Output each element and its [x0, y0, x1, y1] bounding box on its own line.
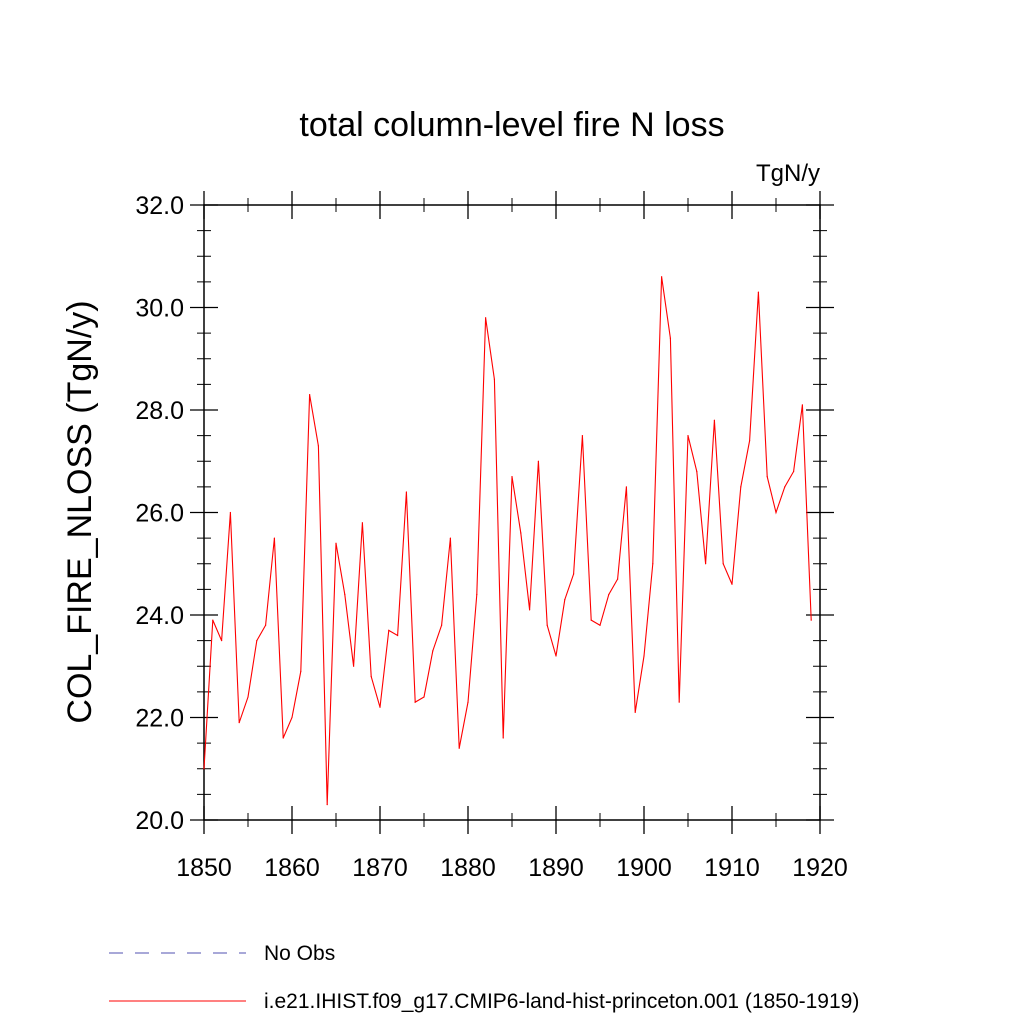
data-point: [221, 640, 223, 642]
data-point: [564, 599, 566, 601]
y-tick-label: 22.0: [135, 705, 184, 733]
data-point: [793, 470, 795, 473]
x-tick-label: 1860: [264, 854, 320, 882]
data-point: [537, 460, 540, 462]
x-tick-label: 1870: [352, 854, 408, 882]
data-point: [661, 276, 663, 278]
data-point: [731, 583, 733, 585]
series-layer: [203, 276, 812, 806]
data-point: [300, 670, 302, 672]
data-point: [696, 470, 698, 473]
data-point: [801, 404, 804, 406]
legend-label-model-run: i.e21.IHIST.f09_g17.CMIP6-land-hist-prin…: [264, 990, 859, 1013]
data-point: [344, 593, 346, 596]
x-tick-label: 1900: [616, 854, 672, 882]
data-point: [309, 394, 311, 396]
x-tick-label: 1890: [528, 854, 584, 882]
y-tick-label: 24.0: [135, 602, 184, 630]
y-tick-label: 32.0: [135, 192, 184, 220]
tick-labels: 20.0 22.0 24.0 26.0 28.0 30.0 32.0 1850 1860 1870…: [135, 192, 847, 882]
data-point: [423, 696, 425, 698]
data-point: [265, 624, 267, 626]
data-point: [361, 522, 363, 524]
data-point: [467, 701, 469, 703]
data-point: [810, 619, 812, 621]
data-point: [379, 706, 381, 708]
data-point: [669, 337, 672, 339]
chart-title: total column-level fire N loss: [299, 106, 724, 144]
data-point: [687, 435, 689, 437]
data-point: [599, 624, 601, 626]
data-point: [238, 722, 240, 724]
data-point: [573, 573, 575, 575]
data-point: [520, 532, 522, 534]
data-point: [458, 747, 460, 749]
y-tick-label: 20.0: [135, 807, 184, 835]
data-point: [652, 563, 654, 565]
data-point: [476, 593, 478, 596]
data-point: [247, 696, 249, 698]
units-label: TgN/y: [756, 160, 820, 187]
legend: No Obs i.e21.IHIST.f09_g17.CMIP6-land-hi…: [109, 942, 859, 1013]
data-point: [634, 711, 636, 713]
data-point: [511, 476, 513, 478]
data-point: [414, 701, 416, 703]
data-point: [441, 624, 443, 626]
x-tick-label: 1850: [176, 854, 232, 882]
data-point: [212, 619, 214, 621]
data-point: [370, 675, 372, 678]
data-point: [713, 419, 716, 421]
data-point: [581, 435, 584, 437]
x-tick-label: 1920: [792, 854, 848, 882]
data-point: [749, 440, 751, 442]
data-point: [529, 609, 531, 611]
data-point: [590, 619, 592, 621]
data-point: [740, 486, 742, 488]
plot-frame: [203, 204, 821, 821]
data-point: [326, 804, 328, 806]
y-tick-label: 30.0: [135, 295, 184, 323]
data-point: [625, 486, 628, 488]
data-point: [353, 665, 355, 667]
data-point: [722, 563, 724, 565]
data-point: [766, 476, 768, 478]
data-point: [291, 716, 293, 719]
series-line-1: [203, 276, 812, 805]
y-tick-label: 26.0: [135, 500, 184, 528]
data-point: [555, 655, 557, 657]
data-point: [608, 593, 610, 596]
data-point: [388, 629, 390, 631]
data-point: [757, 291, 760, 293]
data-point: [282, 737, 284, 739]
data-point: [405, 491, 407, 493]
legend-label-no-obs: No Obs: [264, 942, 335, 965]
data-point: [617, 578, 619, 580]
data-point: [273, 537, 275, 539]
x-tick-label: 1880: [440, 854, 496, 882]
data-point: [678, 701, 680, 703]
y-axis-label: COL_FIRE_NLOSS (TgN/y): [61, 300, 99, 723]
data-point: [317, 445, 319, 447]
data-point: [397, 634, 399, 637]
data-point: [784, 486, 786, 488]
x-tick-label: 1910: [704, 854, 760, 882]
data-point: [449, 537, 451, 539]
data-point: [643, 655, 645, 657]
y-tick-label: 28.0: [135, 397, 184, 425]
axis-group: 20.0 22.0 24.0 26.0 28.0 30.0 32.0 1850 1860 1870…: [135, 191, 848, 882]
data-point: [493, 378, 495, 380]
tick-marks: [190, 191, 834, 834]
data-point: [705, 563, 707, 565]
data-point: [485, 317, 487, 319]
data-point: [432, 650, 434, 652]
data-point: [502, 737, 504, 739]
data-point: [256, 640, 258, 642]
data-point: [775, 511, 777, 514]
data-point: [335, 542, 337, 544]
data-point: [229, 511, 231, 514]
data-point: [203, 768, 205, 770]
data-point: [546, 624, 548, 626]
